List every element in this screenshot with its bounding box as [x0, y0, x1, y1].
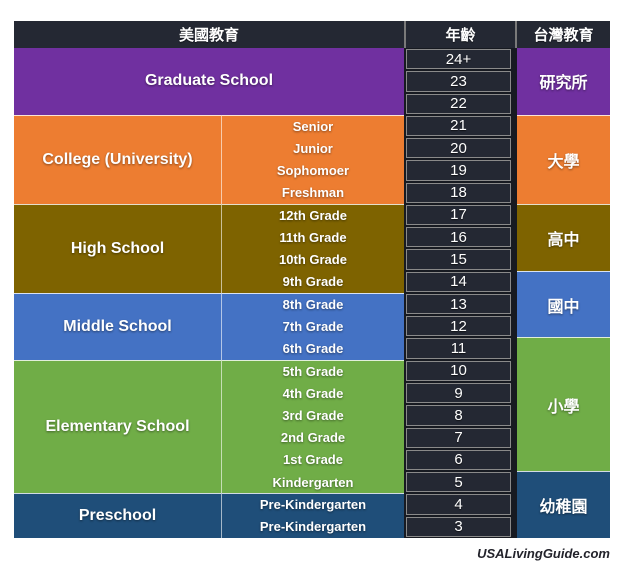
grade-cell-elementary-school-2: 3rd Grade [222, 404, 404, 427]
header-taiwan-education: 台灣教育 [517, 21, 610, 48]
grade-cell-preschool-0: Pre-Kindergarten [222, 493, 404, 516]
grade-cell-high-school-3: 9th Grade [222, 270, 404, 293]
grade-cell-middle-school-2: 6th Grade [222, 337, 404, 360]
grade-cell-middle-school-0: 8th Grade [222, 292, 404, 316]
grade-cell-college-university-1: Junior [222, 137, 404, 160]
taiwan-section-tw-university: 大學 [517, 114, 610, 204]
age-cell-13: 13 [406, 293, 511, 315]
age-cell-4: 4 [406, 494, 511, 515]
age-cell-23: 23 [406, 71, 511, 92]
us-section-college-university: College (University) [14, 114, 222, 204]
age-cell-17: 17 [406, 204, 511, 226]
grade-cell-college-university-0: Senior [222, 114, 404, 138]
grade-cell-high-school-0: 12th Grade [222, 203, 404, 227]
age-cell-5: 5 [406, 472, 511, 493]
age-cell-15: 15 [406, 249, 511, 270]
age-cell-18: 18 [406, 182, 511, 203]
age-cell-9: 9 [406, 382, 511, 404]
taiwan-section-tw-elementary: 小學 [517, 337, 610, 472]
age-cell-3: 3 [406, 516, 511, 537]
age-cell-22: 22 [406, 93, 511, 114]
age-cell-20: 20 [406, 138, 511, 159]
us-section-elementary-school: Elementary School [14, 359, 222, 494]
grade-cell-elementary-school-0: 5th Grade [222, 359, 404, 382]
grade-cell-college-university-2: Sophomoer [222, 159, 404, 182]
age-cell-7: 7 [406, 427, 511, 448]
us-section-preschool: Preschool [14, 493, 222, 538]
grade-cell-preschool-1: Pre-Kindergarten [222, 515, 404, 538]
grade-cell-college-university-3: Freshman [222, 181, 404, 204]
header-age: 年齡 [404, 21, 517, 48]
us-section-high-school: High School [14, 203, 222, 293]
grade-cell-elementary-school-3: 2nd Grade [222, 426, 404, 449]
age-cell-21: 21 [406, 115, 511, 137]
taiwan-section-tw-graduate: 研究所 [517, 48, 610, 115]
taiwan-section-tw-kindergarten: 幼稚園 [517, 471, 610, 538]
age-cell-11: 11 [406, 338, 511, 359]
taiwan-section-tw-junior-high: 國中 [517, 270, 610, 338]
age-cell-19: 19 [406, 160, 511, 181]
header-us-education: 美國教育 [14, 21, 404, 48]
age-cell-24+: 24+ [406, 49, 511, 70]
age-cell-6: 6 [406, 449, 511, 471]
us-section-graduate-school: Graduate School [14, 48, 404, 115]
age-cell-16: 16 [406, 227, 511, 248]
footer-credit: USALivingGuide.com [477, 545, 610, 561]
grade-cell-high-school-1: 11th Grade [222, 226, 404, 249]
taiwan-section-tw-senior-high: 高中 [517, 203, 610, 271]
age-cell-14: 14 [406, 271, 511, 292]
us-section-middle-school: Middle School [14, 292, 222, 360]
age-cell-12: 12 [406, 316, 511, 337]
grade-cell-middle-school-1: 7th Grade [222, 315, 404, 338]
grade-cell-elementary-school-4: 1st Grade [222, 448, 404, 472]
grade-cell-high-school-2: 10th Grade [222, 248, 404, 271]
grade-cell-elementary-school-5: Kindergarten [222, 471, 404, 494]
grade-cell-elementary-school-1: 4th Grade [222, 381, 404, 405]
education-comparison-table: 美國教育 年齡 台灣教育 Graduate School College (Uni… [14, 21, 610, 538]
age-cell-10: 10 [406, 360, 511, 381]
age-cell-8: 8 [406, 405, 511, 426]
